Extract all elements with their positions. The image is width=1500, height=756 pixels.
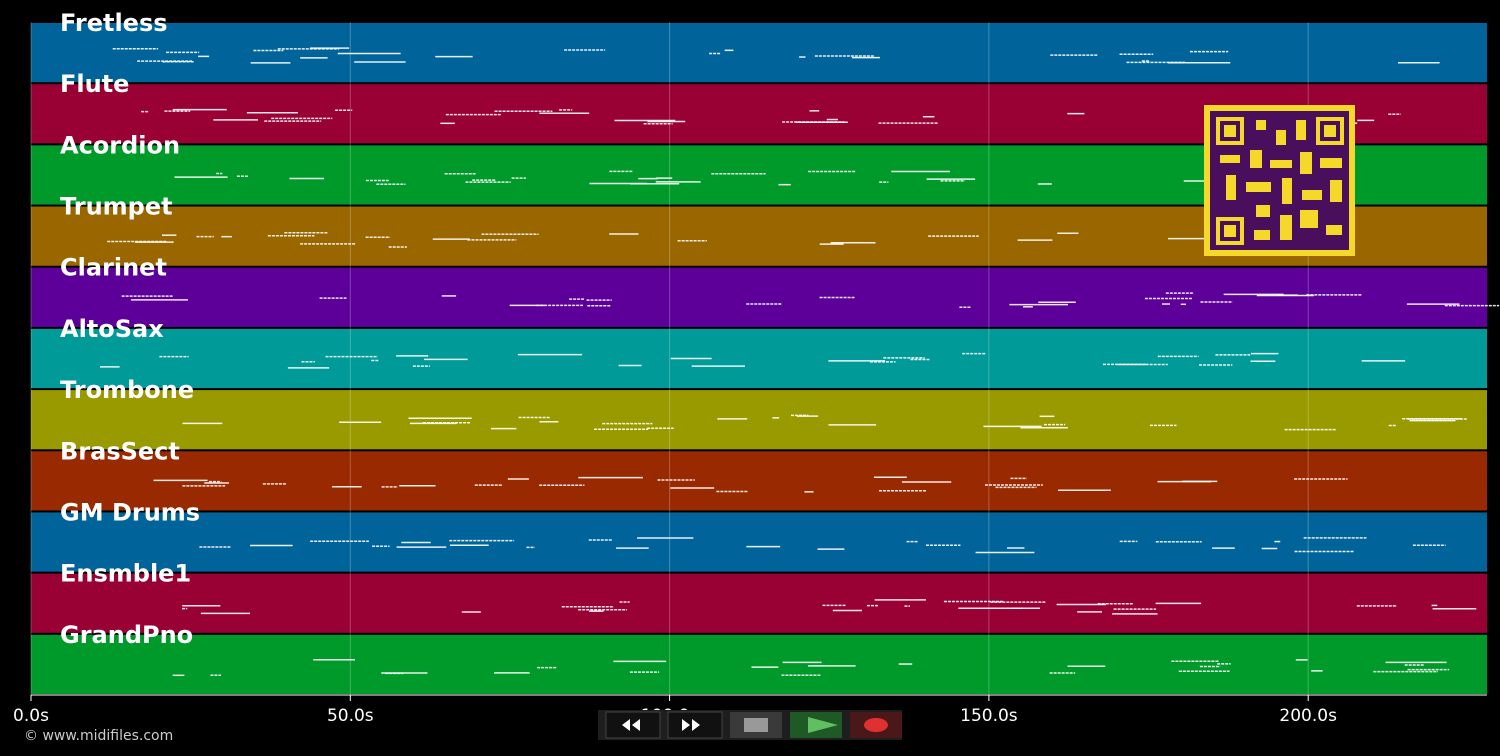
track-lane	[31, 573, 1487, 633]
stop-button[interactable]	[730, 712, 782, 738]
track-name: Clarinet	[60, 254, 167, 282]
transport-controls	[598, 710, 902, 740]
track-lane	[31, 390, 1487, 450]
track-name: Acordion	[60, 131, 180, 159]
track-name: Trumpet	[60, 193, 173, 221]
track-name: GrandPno	[60, 621, 193, 649]
tick-label: 50.0s	[327, 706, 374, 726]
track-lane	[31, 23, 1487, 83]
track-lane	[31, 267, 1487, 327]
track-name: Flute	[60, 70, 129, 98]
track-name: AltoSax	[60, 315, 164, 343]
labels: Fretless Flute Acordion Trumpet Clarinet Alto…	[60, 9, 200, 649]
rewind-button[interactable]	[605, 711, 661, 739]
footer: © www.midifiles.com	[24, 728, 173, 744]
track-lane	[31, 328, 1487, 389]
tick-label: 150.0s	[960, 706, 1018, 726]
qr-code	[1204, 105, 1355, 256]
track-name: Fretless	[60, 9, 168, 37]
tick-label: 0.0s	[13, 706, 49, 726]
track-name: Trombone	[60, 376, 194, 404]
play-button[interactable]	[790, 712, 842, 738]
track-name: GM Drums	[60, 498, 200, 526]
notes	[99, 47, 1500, 677]
tick-label: 200.0s	[1279, 706, 1337, 726]
track-lane	[31, 451, 1487, 511]
track-name: Ensmble1	[60, 560, 191, 588]
fast-forward-button[interactable]	[667, 711, 723, 739]
track-lane	[31, 512, 1487, 572]
track-name: BrasSect	[60, 437, 180, 465]
record-button[interactable]	[850, 712, 902, 738]
track-lane	[31, 634, 1487, 694]
